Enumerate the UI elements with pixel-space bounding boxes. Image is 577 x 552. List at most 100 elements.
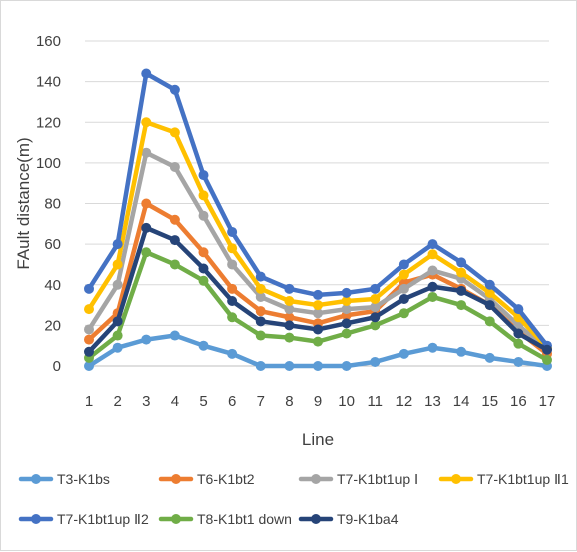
data-point	[427, 342, 438, 353]
data-point	[255, 330, 266, 341]
y-tick-label: 160	[36, 33, 61, 50]
data-point	[398, 259, 409, 270]
data-point	[169, 330, 180, 341]
data-point	[513, 356, 524, 367]
legend-label: T9-K1ba4	[337, 511, 399, 527]
data-point	[169, 161, 180, 172]
data-point	[84, 283, 94, 294]
data-point	[169, 127, 180, 138]
data-point	[427, 239, 438, 250]
data-point	[112, 316, 123, 327]
data-point	[255, 291, 266, 302]
x-axis-ticks: 1 2 3 4 5 6 7 8 9 10 11 12 13 14 15 16 17	[85, 393, 556, 410]
y-axis-title: FAult distance(m)	[14, 137, 33, 269]
legend-item: T3-K1bs	[18, 471, 110, 487]
data-point	[370, 356, 381, 367]
data-point	[227, 312, 238, 323]
legend-swatch-marker	[31, 514, 41, 524]
data-point	[84, 334, 94, 345]
x-tick-label: 13	[424, 393, 441, 410]
x-tick-label: 8	[285, 393, 293, 410]
data-point	[284, 283, 295, 294]
data-point	[112, 259, 123, 270]
data-point	[198, 275, 209, 286]
data-point	[513, 328, 524, 339]
data-point	[313, 336, 323, 347]
data-point	[284, 304, 295, 315]
data-point	[484, 287, 495, 298]
data-point	[341, 328, 352, 339]
data-point	[456, 257, 467, 268]
data-point	[398, 348, 409, 359]
data-point	[341, 361, 352, 371]
y-tick-label: 80	[44, 196, 61, 213]
data-point	[513, 304, 524, 315]
data-point	[398, 283, 409, 294]
data-point	[84, 324, 94, 335]
data-point	[427, 281, 438, 292]
data-point	[398, 308, 409, 319]
data-point	[398, 293, 409, 304]
y-tick-label: 100	[36, 155, 61, 172]
data-point	[169, 259, 180, 270]
data-point	[484, 352, 495, 363]
data-point	[227, 283, 238, 294]
y-tick-label: 120	[36, 114, 61, 131]
x-axis-title: Line	[302, 430, 334, 449]
data-point	[456, 346, 467, 357]
legend-swatch-marker	[451, 474, 461, 484]
data-point	[370, 283, 381, 294]
legend-swatch-marker	[311, 514, 321, 524]
data-point	[313, 289, 323, 300]
y-tick-label: 140	[36, 74, 61, 91]
data-point	[370, 312, 381, 323]
x-tick-label: 7	[257, 393, 265, 410]
data-point	[456, 300, 467, 311]
data-point	[456, 267, 467, 278]
y-tick-label: 0	[53, 358, 61, 375]
x-tick-label: 1	[85, 393, 93, 410]
series-1	[84, 330, 552, 371]
legend-swatch-marker	[171, 514, 181, 524]
data-point	[484, 300, 495, 311]
data-point	[198, 210, 209, 221]
data-point	[84, 346, 94, 357]
legend-item: T7-K1bt1up Ⅱ2	[18, 511, 149, 527]
legend-item: T6-K1bt2	[158, 471, 255, 487]
data-point	[484, 279, 495, 290]
data-point	[255, 306, 266, 317]
data-point	[198, 190, 209, 201]
data-point	[84, 304, 94, 315]
data-point	[169, 235, 180, 246]
data-point	[341, 318, 352, 329]
data-point	[255, 283, 266, 294]
legend-label: T7-K1bt1up Ⅰ	[337, 471, 418, 487]
data-point	[341, 296, 352, 306]
legend-label: T7-K1bt1up Ⅱ2	[57, 511, 149, 527]
data-point	[141, 68, 152, 79]
data-point	[112, 279, 123, 290]
data-point	[227, 348, 238, 359]
data-point	[169, 214, 180, 225]
data-point	[198, 247, 209, 258]
data-point	[227, 226, 238, 237]
data-point	[255, 361, 266, 371]
legend-swatch-marker	[31, 474, 41, 484]
data-point	[313, 361, 323, 371]
data-point	[427, 265, 438, 276]
data-point	[427, 291, 438, 302]
y-tick-label: 60	[44, 236, 61, 253]
legend-label: T3-K1bs	[57, 471, 110, 487]
data-point	[227, 243, 238, 254]
data-point	[313, 308, 323, 319]
data-point	[398, 269, 409, 280]
data-point	[370, 320, 381, 331]
x-tick-label: 12	[396, 393, 413, 410]
data-point	[284, 296, 295, 306]
legend-item: T7-K1bt1up Ⅱ1	[438, 471, 569, 487]
y-tick-label: 20	[44, 317, 61, 334]
data-point	[198, 340, 209, 351]
data-point	[284, 332, 295, 343]
